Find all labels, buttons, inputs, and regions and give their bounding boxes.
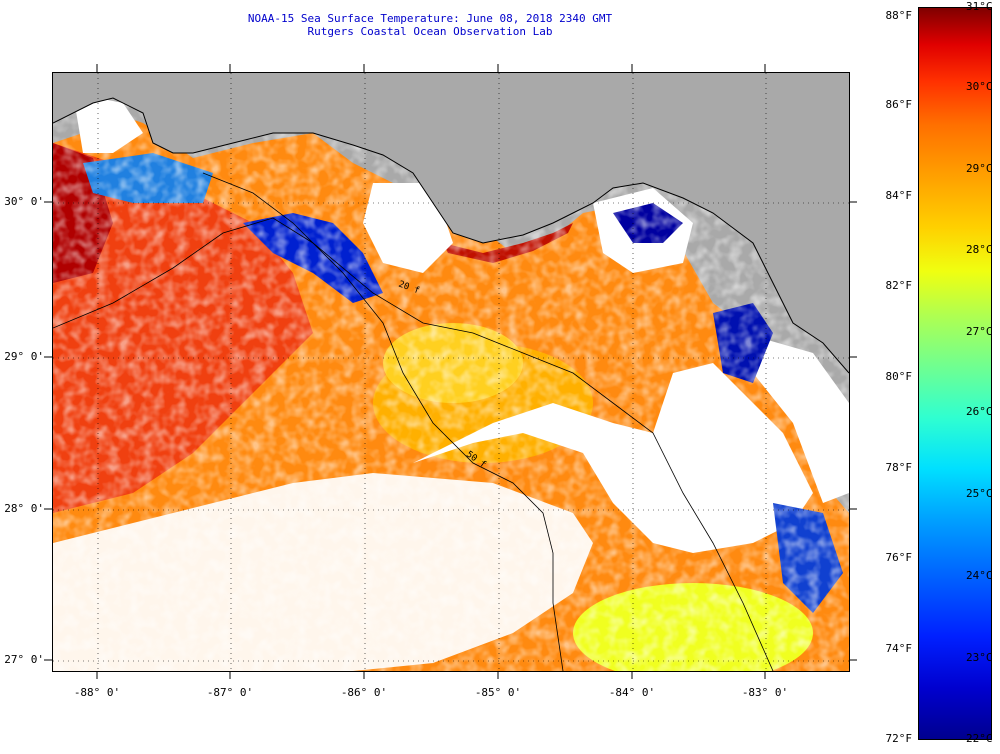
colorbar-label-f: 88°F	[885, 9, 913, 22]
colorbar-label-f: 76°F	[885, 551, 913, 564]
temperature-colorbar	[918, 7, 992, 740]
latitude-label: 29° 0'	[4, 350, 44, 363]
longitude-label: -84° 0'	[608, 686, 656, 699]
colorbar-label-f: 86°F	[885, 98, 913, 111]
colorbar-label-c: 31°C	[966, 0, 993, 13]
sst-map	[52, 72, 850, 672]
colorbar-label-c: 27°C	[966, 325, 993, 338]
latitude-label: 27° 0'	[4, 653, 44, 666]
latitude-label: 30° 0'	[4, 195, 44, 208]
coastline	[53, 97, 849, 374]
colorbar-label-c: 24°C	[966, 569, 993, 582]
colorbar-label-c: 25°C	[966, 487, 993, 500]
colorbar-label-c: 26°C	[966, 405, 993, 418]
land-area	[53, 73, 849, 373]
map-subtitle: Rutgers Coastal Ocean Observation Lab	[307, 25, 553, 38]
colorbar-label-f: 78°F	[885, 461, 913, 474]
colorbar-label-c: 23°C	[966, 651, 993, 664]
colorbar-label-c: 22°C	[966, 732, 993, 745]
sst-map-image	[53, 73, 849, 671]
map-title: NOAA-15 Sea Surface Temperature: June 08…	[247, 12, 613, 25]
colorbar-label-f: 84°F	[885, 189, 913, 202]
colorbar-label-c: 30°C	[966, 80, 993, 93]
longitude-label: -85° 0'	[474, 686, 522, 699]
longitude-label: -83° 0'	[741, 686, 789, 699]
longitude-label: -87° 0'	[206, 686, 254, 699]
longitude-label: -88° 0'	[73, 686, 121, 699]
colorbar-label-f: 82°F	[885, 279, 913, 292]
longitude-label: -86° 0'	[340, 686, 388, 699]
colorbar-label-c: 28°C	[966, 243, 993, 256]
colorbar-label-f: 74°F	[885, 642, 913, 655]
contour-50f	[202, 172, 564, 671]
colorbar-label-c: 29°C	[966, 162, 993, 175]
colorbar-label-f: 80°F	[885, 370, 913, 383]
latitude-label: 28° 0'	[4, 502, 44, 515]
colorbar-label-f: 72°F	[885, 732, 913, 745]
contour-20f	[53, 217, 774, 671]
